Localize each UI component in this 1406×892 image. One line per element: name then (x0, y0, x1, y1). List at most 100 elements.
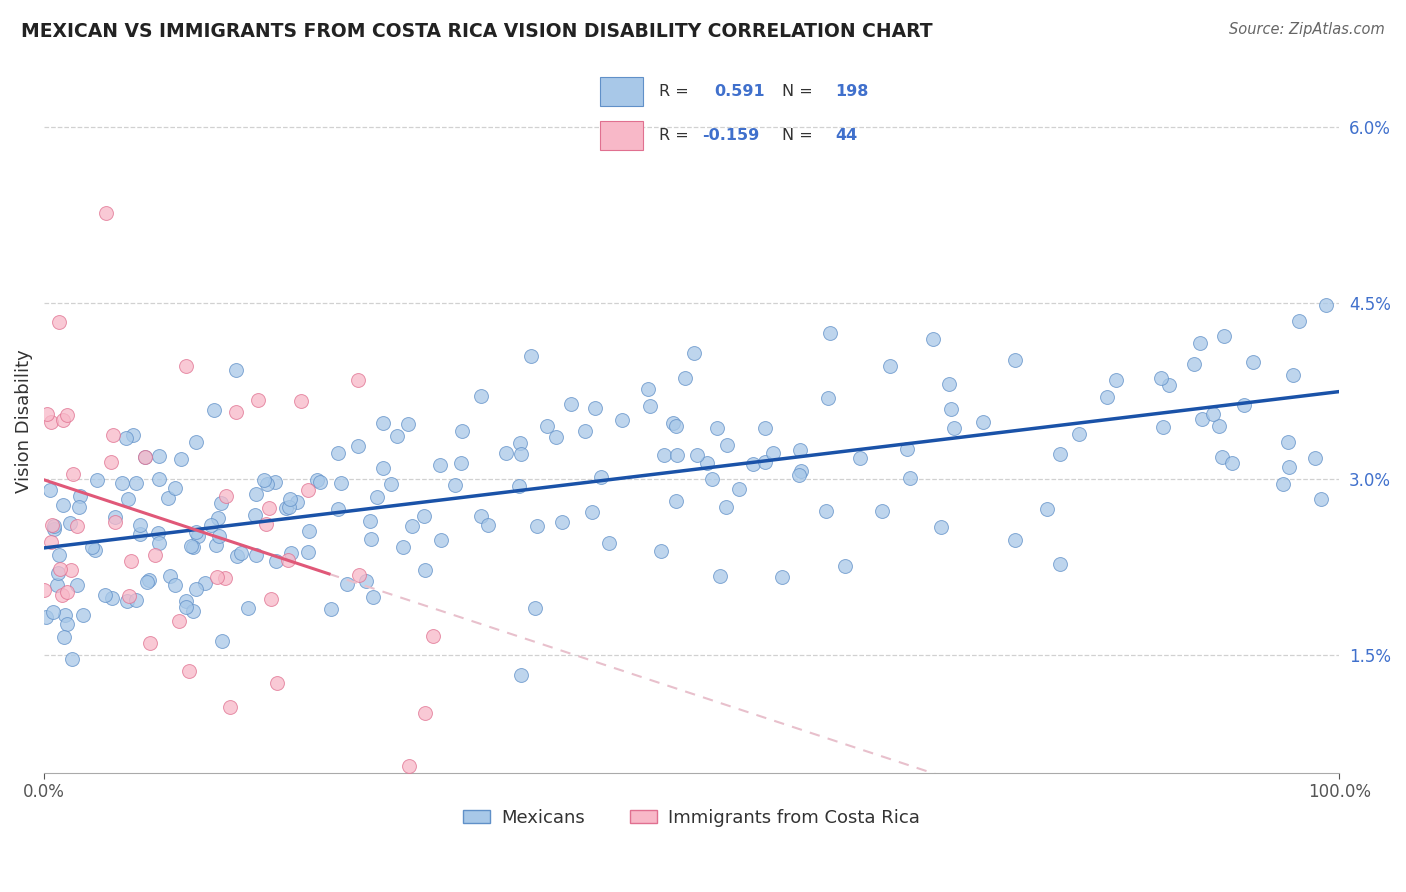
Point (509, 436, 531, 450)
Point (38, 483, 60, 497)
Point (728, 482, 751, 496)
Point (134, 450, 156, 464)
Point (55, 585, 77, 599)
Point (662, 416, 685, 430)
Point (174, 359, 197, 374)
Point (1036, 501, 1059, 516)
Point (1278, 460, 1301, 475)
Point (276, 500, 298, 515)
Point (120, 554, 142, 568)
Text: N =: N = (782, 128, 813, 143)
Point (69, 489, 91, 503)
Point (366, 490, 388, 504)
Point (115, 431, 138, 445)
Point (181, 540, 204, 554)
Point (583, 401, 606, 415)
Point (194, 576, 217, 591)
Point (202, 403, 225, 417)
Point (1277, 434, 1299, 449)
Point (762, 446, 785, 460)
Point (591, 469, 613, 483)
Point (209, 496, 232, 510)
Point (371, 416, 394, 430)
Point (51, 588, 73, 602)
Point (48, 566, 70, 581)
Point (35, 610, 58, 624)
Point (59, 516, 82, 530)
Point (638, 399, 661, 413)
Point (665, 493, 688, 508)
Point (53, 608, 76, 623)
Point (55, 408, 77, 422)
Point (1233, 398, 1256, 412)
Point (814, 503, 837, 517)
Point (972, 415, 994, 429)
Point (1095, 390, 1118, 404)
Point (148, 449, 170, 463)
Point (1282, 368, 1305, 383)
Point (59, 563, 82, 577)
Point (1191, 412, 1213, 426)
Point (1004, 353, 1026, 368)
Point (245, 549, 267, 563)
Point (470, 389, 492, 403)
Point (834, 559, 856, 574)
Point (122, 428, 145, 442)
Point (247, 393, 270, 408)
Point (254, 517, 277, 532)
Point (319, 602, 342, 616)
Legend: Mexicans, Immigrants from Costa Rica: Mexicans, Immigrants from Costa Rica (456, 802, 927, 834)
Point (1220, 456, 1243, 470)
Point (118, 589, 141, 603)
Point (870, 504, 893, 518)
Text: N =: N = (782, 84, 813, 99)
Point (360, 532, 382, 546)
Point (138, 574, 160, 588)
Point (139, 635, 162, 649)
Point (280, 546, 302, 560)
Point (754, 421, 776, 435)
Point (148, 525, 170, 540)
Point (673, 371, 696, 385)
Point (921, 332, 943, 346)
Point (44, 522, 66, 536)
Point (94, 206, 117, 220)
Point (297, 545, 319, 559)
Point (326, 446, 349, 460)
Point (665, 418, 688, 433)
Bar (600, 121, 643, 150)
Point (1315, 298, 1337, 312)
Point (207, 511, 229, 525)
Point (72, 608, 94, 623)
Point (48, 316, 70, 330)
Point (401, 519, 423, 533)
Point (278, 491, 301, 506)
Point (581, 505, 603, 519)
Point (716, 438, 738, 452)
Point (277, 500, 299, 514)
Point (259, 501, 281, 516)
Point (297, 483, 319, 498)
Point (298, 524, 321, 538)
Point (307, 473, 329, 487)
Point (524, 601, 547, 615)
Point (787, 467, 810, 482)
Point (111, 476, 134, 491)
Point (165, 482, 187, 496)
Point (128, 526, 150, 541)
Point (1189, 335, 1212, 350)
Point (218, 700, 240, 714)
Point (470, 508, 492, 523)
Point (264, 475, 287, 489)
Point (450, 456, 472, 470)
Text: -0.159: -0.159 (702, 128, 759, 143)
Point (48, 548, 70, 562)
Point (176, 593, 198, 607)
Point (181, 604, 204, 618)
Point (225, 363, 247, 377)
Point (66, 518, 89, 533)
Point (451, 424, 474, 438)
Point (129, 517, 152, 532)
Point (560, 397, 582, 411)
Point (165, 578, 187, 592)
